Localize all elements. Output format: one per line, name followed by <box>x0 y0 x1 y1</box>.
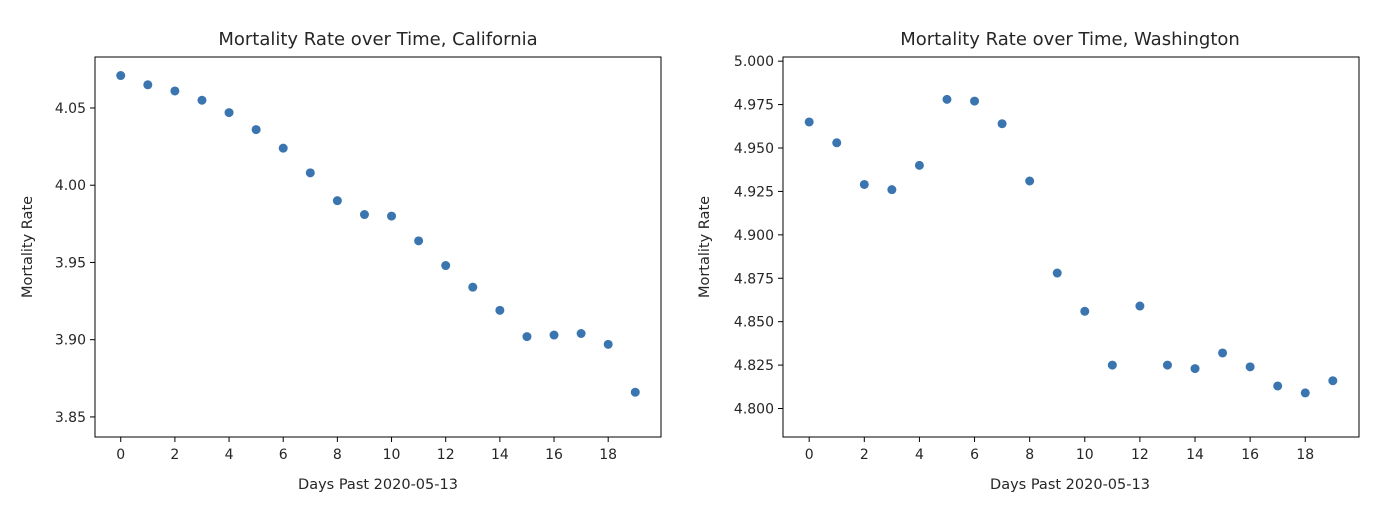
plot-area <box>94 56 662 438</box>
data-point <box>1273 381 1283 391</box>
data-point <box>603 339 613 349</box>
x-tick-label: 2 <box>170 447 179 463</box>
x-tick-label: 16 <box>1241 447 1259 463</box>
data-point <box>116 71 126 81</box>
data-point <box>1162 360 1172 370</box>
chart-title: Mortality Rate over Time, Washington <box>900 29 1240 50</box>
data-point <box>468 282 478 292</box>
data-point <box>251 125 261 135</box>
y-tick-label: 4.825 <box>734 358 774 374</box>
data-point <box>1052 268 1062 278</box>
data-point <box>332 196 342 206</box>
data-point <box>859 179 869 189</box>
y-tick-label: 3.95 <box>55 255 86 271</box>
data-point <box>914 160 924 170</box>
x-tick-label: 18 <box>1296 447 1314 463</box>
data-point <box>224 108 234 118</box>
x-tick-label: 14 <box>491 447 509 463</box>
data-point <box>549 330 559 340</box>
axis-ticks: 0 2 4 6 8 10 12 14 16 18 3.85 3.90 3.95 4.00 4.05 <box>55 101 617 463</box>
axis-ticks: 0 2 4 6 8 10 12 14 16 18 4.800 4.825 4.850 4.875 4.900… <box>734 54 1314 463</box>
x-tick-label: 6 <box>279 447 288 463</box>
x-tick-label: 2 <box>860 447 869 463</box>
x-tick-label: 4 <box>915 447 924 463</box>
y-tick-label: 4.950 <box>734 141 774 157</box>
x-tick-label: 16 <box>545 447 563 463</box>
y-tick-label: 4.975 <box>734 98 774 114</box>
x-tick-label: 0 <box>116 447 125 463</box>
data-point <box>1025 176 1035 186</box>
data-point <box>143 80 153 90</box>
data-point <box>305 168 315 178</box>
y-tick-label: 4.00 <box>55 178 86 194</box>
x-tick-label: 12 <box>437 447 455 463</box>
data-point <box>495 305 505 315</box>
y-tick-label: 4.850 <box>734 315 774 331</box>
data-point <box>630 387 640 397</box>
data-point <box>804 117 814 127</box>
y-tick-label: 3.85 <box>55 410 86 426</box>
data-point <box>1190 364 1200 374</box>
y-tick-label: 5.000 <box>734 54 774 70</box>
data-point <box>942 94 952 104</box>
chart-california: Mortality Rate over Time, California Day… <box>20 29 662 493</box>
y-tick-label: 3.90 <box>55 333 86 349</box>
data-point <box>1218 348 1228 358</box>
chart-title: Mortality Rate over Time, California <box>218 29 537 50</box>
x-tick-label: 0 <box>805 447 814 463</box>
data-points <box>116 71 640 397</box>
data-point <box>359 210 369 220</box>
y-axis-label: Mortality Rate <box>697 196 713 298</box>
data-point <box>170 86 180 96</box>
x-tick-label: 10 <box>1076 447 1094 463</box>
data-point <box>1080 306 1090 316</box>
data-point <box>832 138 842 148</box>
data-point <box>197 95 207 105</box>
data-point <box>970 96 980 106</box>
data-point <box>522 332 532 342</box>
chart-washington: Mortality Rate over Time, Washington Day… <box>697 29 1360 493</box>
x-tick-label: 8 <box>1025 447 1034 463</box>
data-point <box>1135 301 1145 311</box>
data-point <box>1300 388 1310 398</box>
y-tick-label: 4.875 <box>734 271 774 287</box>
data-point <box>1107 360 1117 370</box>
data-point <box>278 143 288 153</box>
x-tick-label: 18 <box>599 447 617 463</box>
y-axis-label: Mortality Rate <box>20 196 36 298</box>
y-tick-label: 4.925 <box>734 184 774 200</box>
x-tick-label: 4 <box>225 447 234 463</box>
data-point <box>997 119 1007 129</box>
data-point <box>441 261 451 271</box>
x-tick-label: 6 <box>970 447 979 463</box>
y-tick-label: 4.900 <box>734 228 774 244</box>
data-point <box>387 211 397 221</box>
data-points <box>804 94 1338 398</box>
plot-area <box>782 56 1360 438</box>
x-tick-label: 12 <box>1131 447 1149 463</box>
x-tick-label: 10 <box>383 447 401 463</box>
data-point <box>887 185 897 195</box>
data-point <box>1245 362 1255 372</box>
x-axis-label: Days Past 2020-05-13 <box>298 477 458 493</box>
data-point <box>576 329 586 339</box>
x-axis-label: Days Past 2020-05-13 <box>990 477 1150 493</box>
data-point <box>414 236 424 246</box>
x-tick-label: 14 <box>1186 447 1204 463</box>
data-point <box>1328 376 1338 386</box>
y-tick-label: 4.05 <box>55 101 86 117</box>
y-tick-label: 4.800 <box>734 402 774 418</box>
x-tick-label: 8 <box>333 447 342 463</box>
